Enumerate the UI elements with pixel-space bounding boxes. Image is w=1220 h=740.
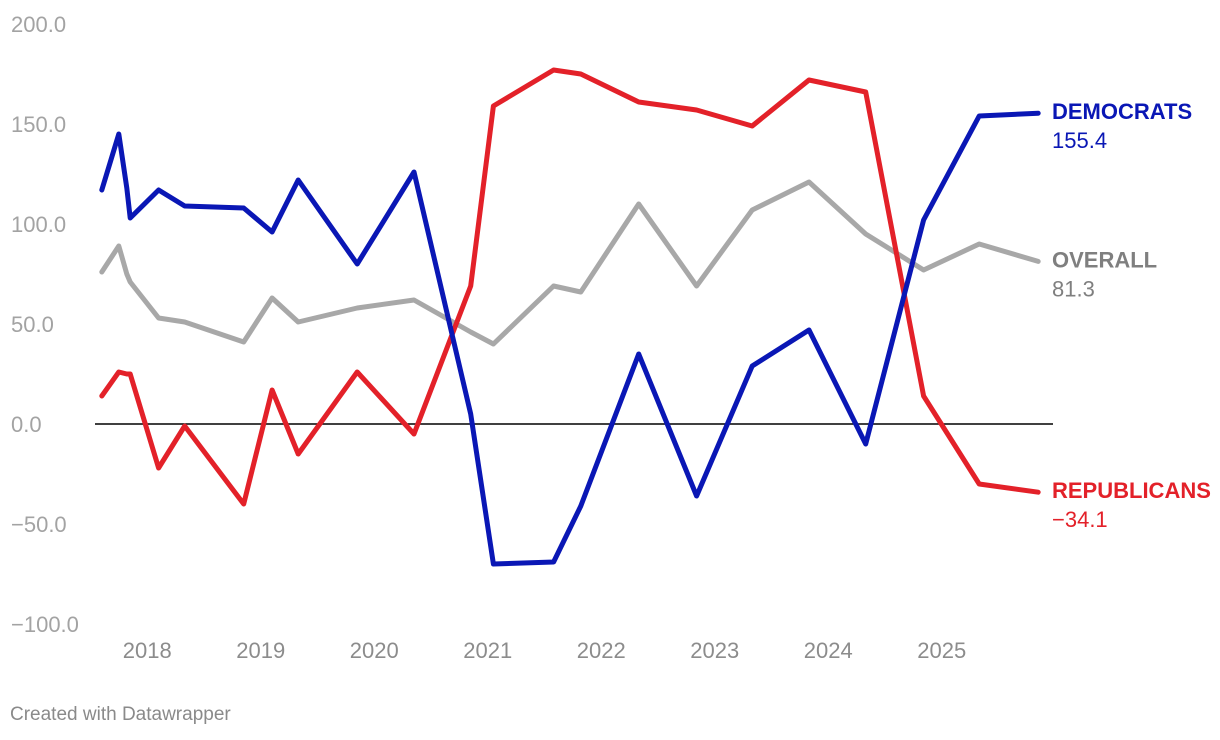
x-tick-label: 2018	[123, 638, 172, 663]
series-line-republicans	[99, 67, 1041, 507]
y-tick-label: 50.0	[11, 312, 54, 337]
y-axis: −100.0 −50.0 0.0 50.0 100.0 150.0 200.0	[11, 12, 79, 637]
credit-text: Created with Datawrapper	[10, 704, 231, 725]
y-tick-label: −50.0	[11, 512, 67, 537]
series-line-democrats	[99, 110, 1041, 567]
x-axis: 2018 2019 2020 2021 2022 2023 2024 2025	[123, 638, 967, 663]
x-tick-label: 2021	[463, 638, 512, 663]
y-tick-label: 150.0	[11, 112, 66, 137]
series-label-republicans: REPUBLICANS	[1052, 478, 1211, 503]
y-tick-label: 100.0	[11, 212, 66, 237]
y-tick-label: 0.0	[11, 412, 42, 437]
series-value-democrats: 155.4	[1052, 128, 1107, 153]
series-label-democrats: DEMOCRATS	[1052, 99, 1192, 124]
x-tick-label: 2023	[690, 638, 739, 663]
series-value-overall: 81.3	[1052, 276, 1095, 301]
series-value-republicans: −34.1	[1052, 507, 1108, 532]
series-lines	[99, 67, 1041, 567]
x-tick-label: 2020	[350, 638, 399, 663]
series-label-overall: OVERALL	[1052, 247, 1157, 272]
x-tick-label: 2024	[804, 638, 853, 663]
x-tick-label: 2022	[577, 638, 626, 663]
y-tick-label: 200.0	[11, 12, 66, 37]
x-tick-label: 2025	[917, 638, 966, 663]
series-line-overall	[99, 179, 1041, 347]
series-labels: DEMOCRATS 155.4 REPUBLICANS −34.1 OVERALL 81.…	[1052, 99, 1211, 532]
x-tick-label: 2019	[236, 638, 285, 663]
y-tick-label: −100.0	[11, 612, 79, 637]
